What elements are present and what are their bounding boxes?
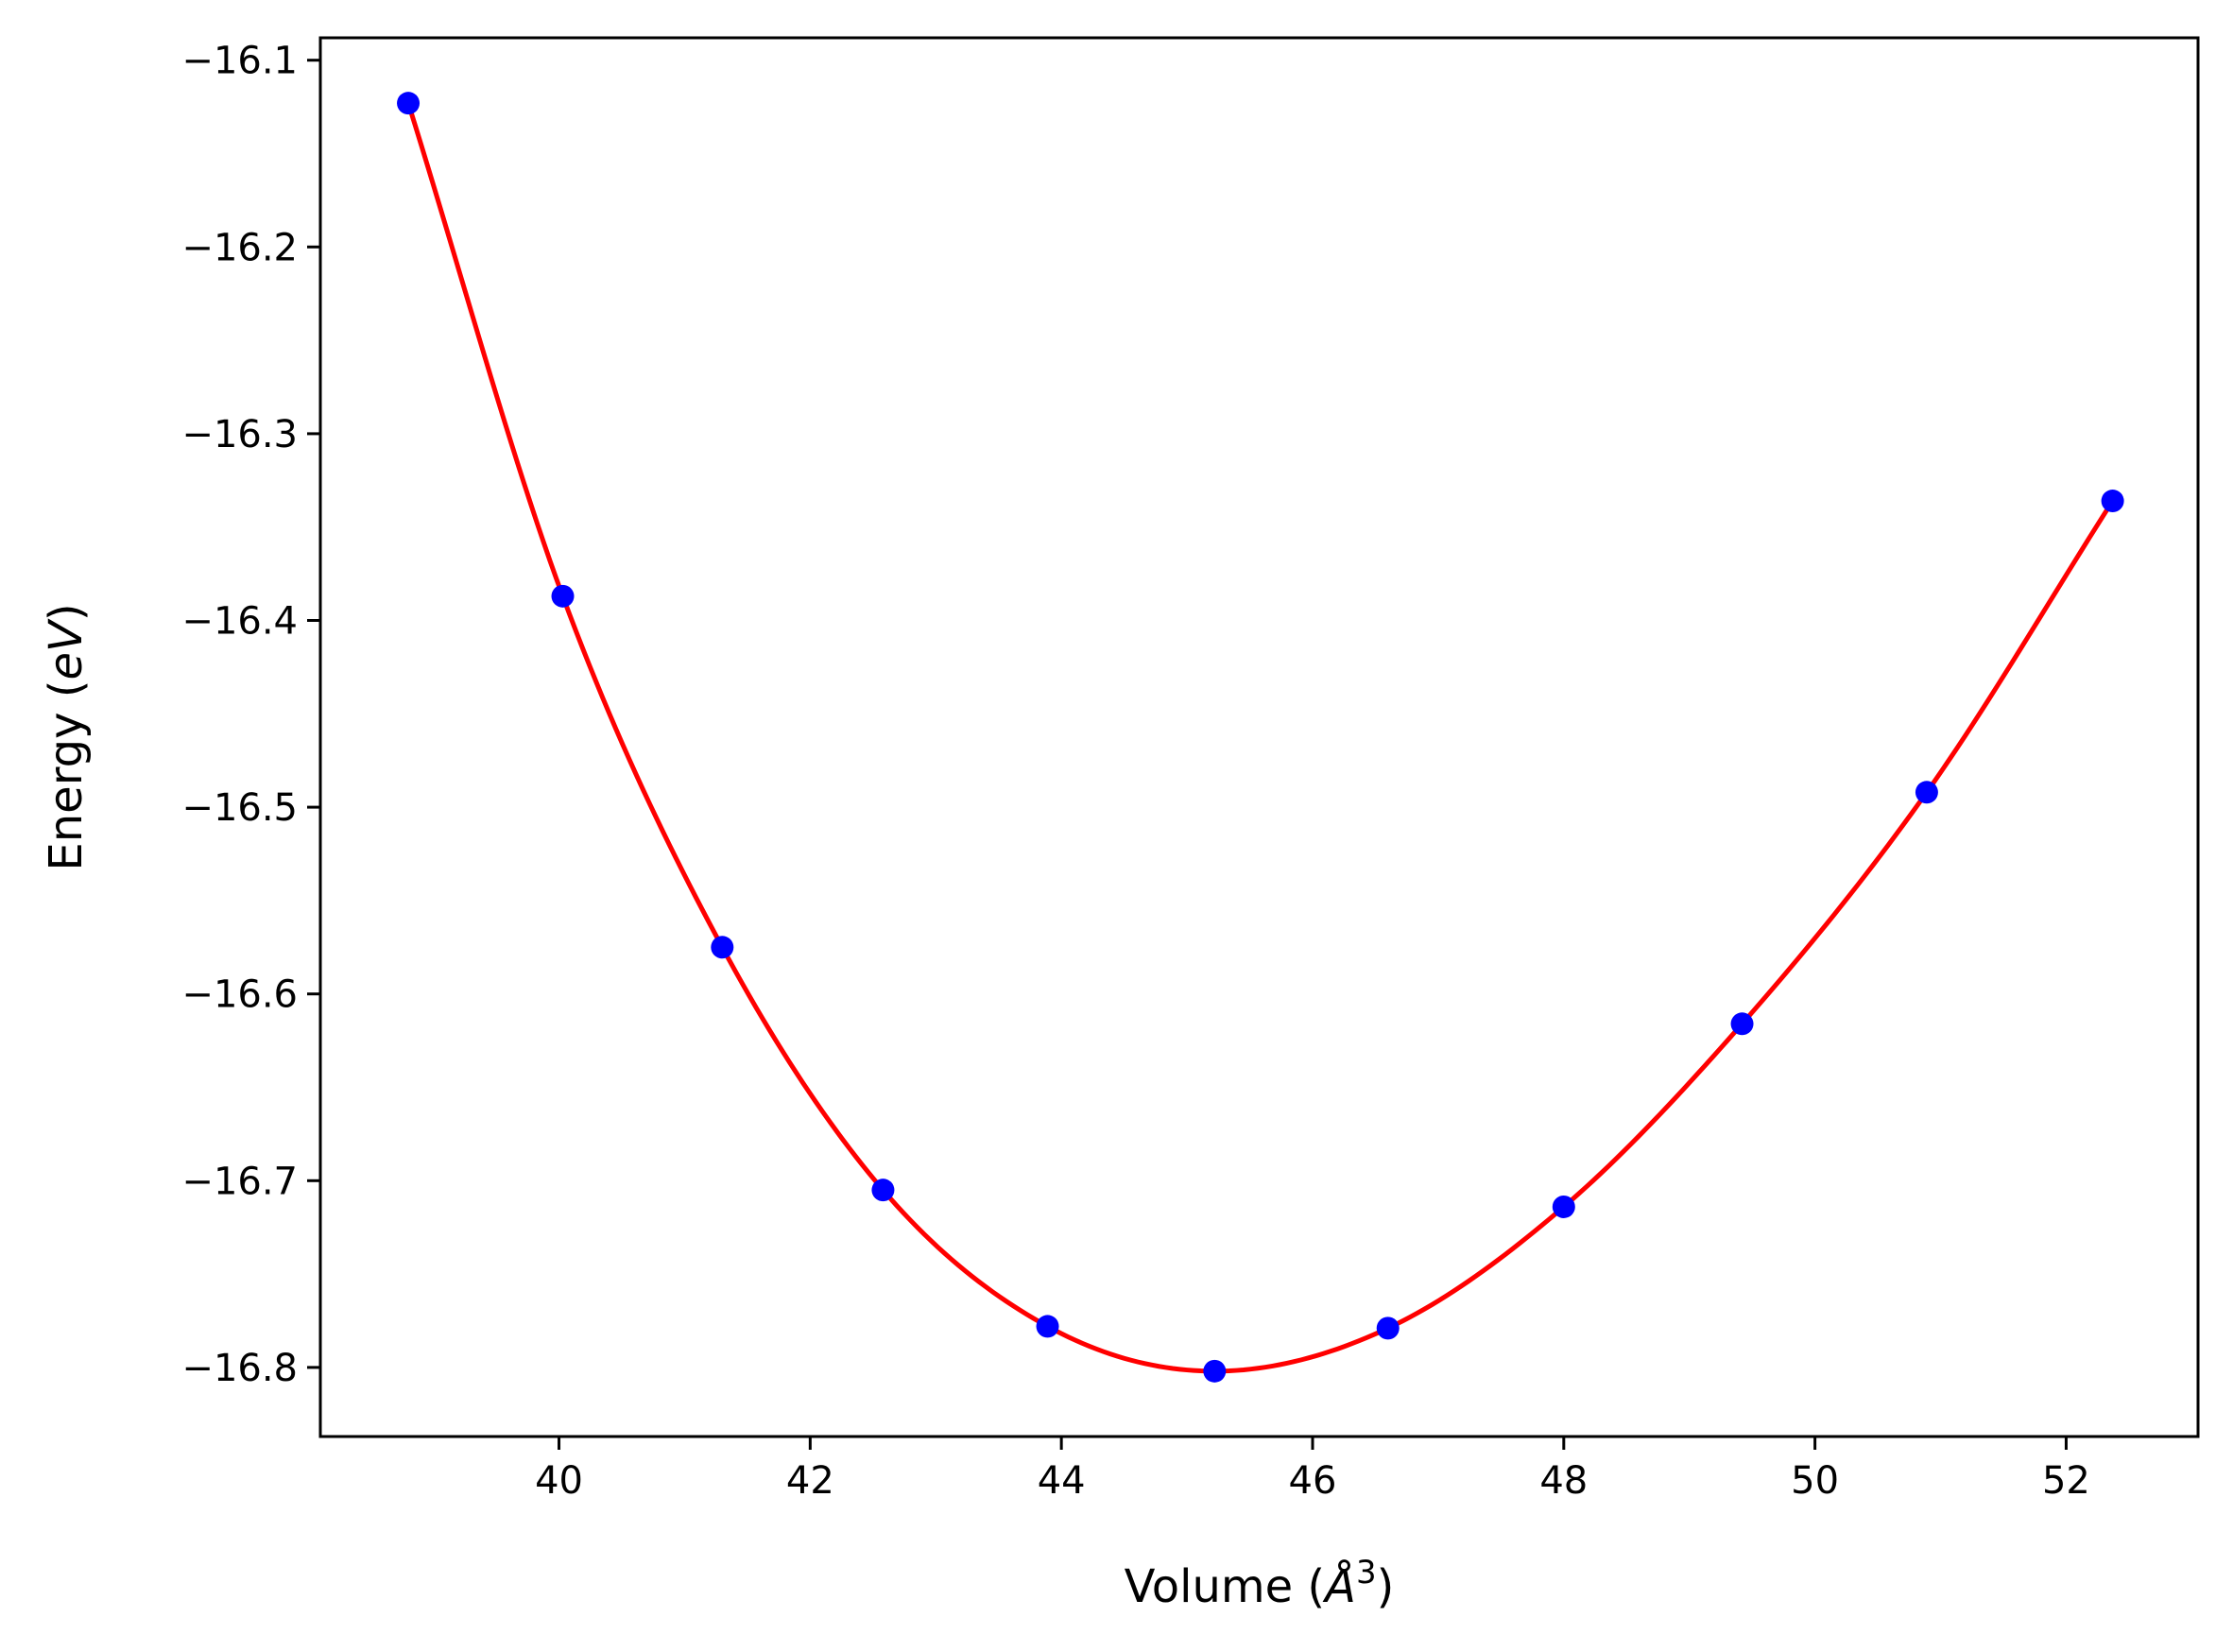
y-tick-label: −16.7 xyxy=(181,1160,298,1203)
y-axis-title: Energy (eV) xyxy=(40,603,93,870)
x-tick-label: 48 xyxy=(1539,1459,1588,1503)
data-point xyxy=(1203,1359,1227,1383)
data-point xyxy=(1552,1195,1575,1218)
x-axis-title-symbol: Å xyxy=(1322,1559,1356,1613)
x-axis-title: Volume (Å3) xyxy=(1125,1554,1395,1613)
data-point xyxy=(2101,490,2124,513)
data-points-layer xyxy=(397,92,2124,1383)
data-point xyxy=(1036,1315,1059,1338)
data-point xyxy=(871,1179,895,1202)
y-tick-label: −16.5 xyxy=(181,786,298,830)
y-axis-title-suffix: ) xyxy=(40,603,93,621)
x-tick-label: 44 xyxy=(1038,1459,1086,1503)
y-tick-label: −16.6 xyxy=(181,973,298,1017)
axes-frame xyxy=(318,36,2200,1438)
data-point xyxy=(1730,1012,1754,1036)
y-axis-title-prefix: Energy ( xyxy=(40,680,93,871)
data-point xyxy=(711,936,734,959)
x-tick-label: 50 xyxy=(1791,1459,1839,1503)
y-axis-title-unit: eV xyxy=(40,618,93,680)
x-tick-label: 42 xyxy=(786,1459,834,1503)
x-tick-label: 40 xyxy=(535,1459,583,1503)
x-axis: 40 42 44 46 48 50 52 xyxy=(535,1437,2090,1503)
x-axis-title-prefix: Volume ( xyxy=(1125,1560,1326,1613)
data-point xyxy=(1376,1316,1400,1340)
y-tick-label: −16.8 xyxy=(181,1347,298,1390)
data-point xyxy=(397,92,421,115)
y-tick-label: −16.1 xyxy=(181,40,298,83)
y-axis: −16.1 −16.2 −16.3 −16.4 −16.5 −16.6 −16.7 −16.8 xyxy=(181,40,320,1390)
x-axis-title-exponent: 3 xyxy=(1356,1554,1377,1592)
data-point xyxy=(551,584,575,608)
plot-area xyxy=(397,92,2124,1383)
y-tick-label: −16.3 xyxy=(181,413,298,456)
y-tick-label: −16.4 xyxy=(181,600,298,644)
data-point xyxy=(1915,781,1938,804)
x-axis-title-suffix: ) xyxy=(1377,1560,1395,1613)
x-tick-label: 52 xyxy=(2042,1459,2090,1503)
y-tick-label: −16.2 xyxy=(181,226,298,269)
x-tick-label: 46 xyxy=(1289,1459,1337,1503)
